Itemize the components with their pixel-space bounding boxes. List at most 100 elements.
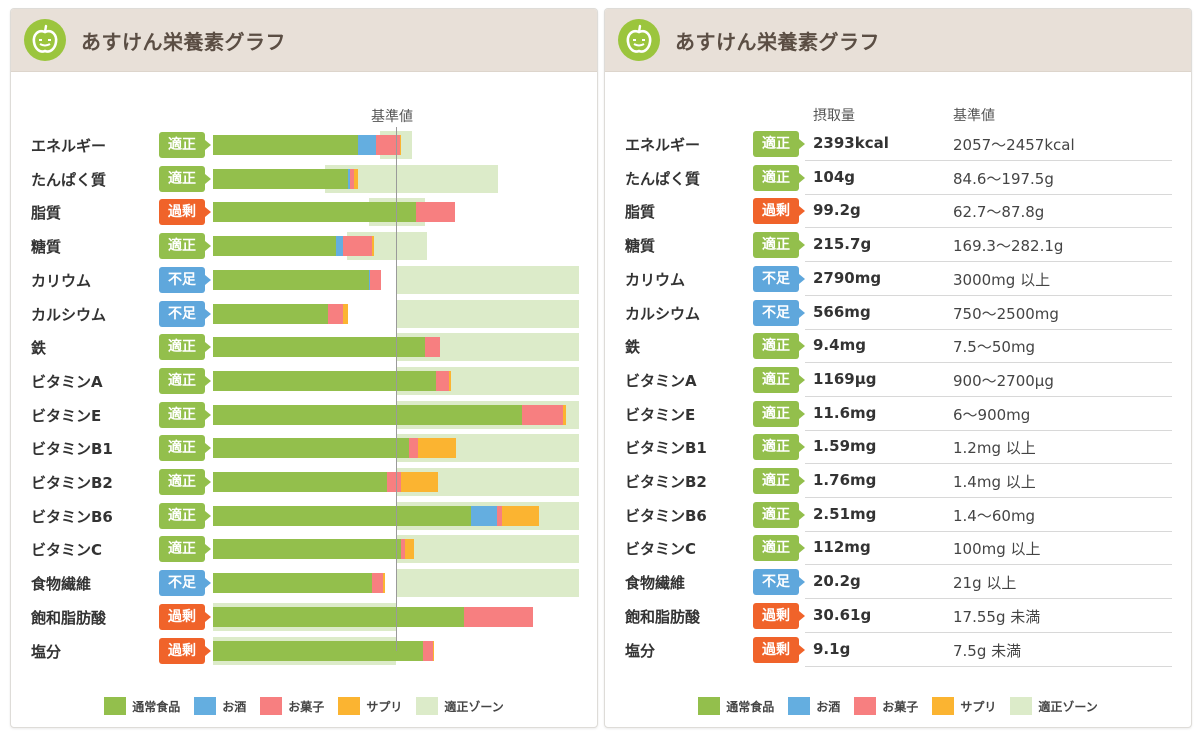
intake-value: 1.76mg (813, 471, 877, 489)
panel-header: あすけん栄養素グラフ (605, 9, 1191, 72)
column-header-intake: 摂取量 (813, 108, 855, 124)
bar-segment-normal (213, 370, 437, 391)
bar-segment-snack (425, 337, 440, 358)
intake-value: 9.1g (813, 639, 851, 658)
bar-segment-normal (213, 303, 329, 324)
bar-segment-snack (372, 573, 384, 594)
status-badge: 過剰 (159, 199, 211, 226)
table-panel: あすけん栄養素グラフ 摂取量 基準値 エネルギー 適正 2393kcal 2057〜2… (604, 8, 1192, 728)
column-header-reference: 基準値 (953, 108, 995, 124)
nutrient-label: ビタミンB6 (625, 506, 707, 525)
apple-logo-icon (618, 19, 660, 61)
zone-band (396, 299, 579, 328)
nutrient-label: カルシウム (625, 304, 701, 323)
status-badge: 適正 (159, 367, 211, 394)
zone-band (396, 535, 579, 564)
status-badge: 適正 (753, 468, 805, 494)
nutrient-label: 脂質 (625, 203, 656, 222)
legend-item-normal: 通常食品 (698, 697, 774, 715)
nutrient-label: ビタミンB1 (31, 440, 113, 459)
legend-swatch (1010, 697, 1033, 715)
nutrient-label: ビタミンA (31, 372, 103, 391)
bar-segment-alcohol (357, 135, 376, 155)
nutrient-label: 糖質 (31, 238, 62, 257)
bar-segment-supplement (432, 640, 435, 661)
row-divider (805, 362, 1172, 364)
row-divider (805, 160, 1172, 161)
status-badge: 適正 (753, 366, 805, 393)
nutrient-label: 食物繊維 (31, 575, 92, 594)
legend-swatch (698, 697, 721, 715)
row-divider (805, 463, 1172, 465)
row-divider (805, 598, 1172, 600)
reference-value: 100mg 以上 (953, 540, 1041, 559)
status-badge: 適正 (159, 435, 211, 462)
nutrient-label: エネルギー (31, 137, 107, 155)
bar-segment-snack (370, 269, 382, 290)
status-badge: 不足 (753, 265, 805, 292)
legend-item-normal: 通常食品 (104, 697, 180, 715)
bar-segment-normal (213, 640, 424, 661)
nutrient-label: ビタミンB2 (625, 473, 707, 491)
status-badge: 適正 (753, 535, 805, 562)
row-divider (805, 261, 1172, 263)
nutrient-label: ビタミンE (625, 405, 696, 424)
intake-value: 112mg (813, 538, 871, 557)
bar-segment-snack (522, 404, 563, 425)
nutrient-label: カリウム (31, 271, 92, 290)
status-badge: 適正 (753, 333, 805, 360)
status-badge: 適正 (159, 233, 211, 260)
panel-title: あすけん栄養素グラフ (81, 29, 286, 54)
bar-segment-normal (213, 606, 464, 627)
nutrient-label: 鉄 (31, 339, 47, 358)
status-badge: 過剰 (753, 636, 805, 663)
chart-panel: あすけん栄養素グラフ 基準値 エネルギー 適正 たんぱく質 適正 脂質 過剰 糖質 適正 カリウ… (10, 8, 598, 728)
panel-title: あすけん栄養素グラフ (675, 29, 880, 54)
status-badge: 不足 (159, 266, 211, 293)
nutrient-label: 鉄 (625, 338, 641, 357)
status-badge: 適正 (159, 401, 211, 428)
status-badge: 不足 (753, 299, 805, 326)
bar-segment-snack (496, 505, 503, 526)
nutrient-label: ビタミンC (625, 540, 697, 559)
nutrient-label: カルシウム (31, 305, 107, 324)
zone-band (396, 569, 579, 598)
row-divider (805, 395, 1172, 397)
status-badge: 適正 (753, 400, 805, 427)
bar-segment-snack (416, 202, 455, 223)
row-divider (805, 429, 1172, 431)
status-badge: 適正 (159, 165, 211, 192)
intake-value: 99.2g (813, 201, 861, 220)
legend-swatch (260, 697, 283, 715)
bar-segment-normal (213, 404, 523, 425)
status-badge: 不足 (753, 569, 805, 596)
legend-item-snack: お菓子 (854, 697, 918, 715)
bar-segment-snack (375, 135, 400, 155)
reference-value: 169.3〜282.1g (953, 237, 1064, 256)
row-divider (805, 328, 1172, 330)
nutrient-label: ビタミンB2 (31, 474, 113, 492)
status-badge: 不足 (159, 570, 211, 597)
nutrient-label: 食物繊維 (625, 574, 686, 593)
legend-item-supplement: サプリ (932, 697, 996, 715)
intake-value: 2.51mg (813, 504, 877, 523)
status-badge: 適正 (753, 131, 805, 157)
bar-segment-normal (213, 236, 336, 257)
status-badge: 適正 (159, 536, 211, 563)
bar-segment-supplement (417, 438, 457, 459)
row-divider (805, 294, 1172, 296)
bar-segment-supplement (342, 303, 349, 324)
bar-segment-snack (386, 472, 402, 492)
legend-item-zone: 適正ゾーン (1010, 697, 1098, 715)
bar-segment-normal (213, 539, 402, 560)
bar-segment-alcohol (335, 236, 343, 257)
reference-value: 7.5g 未満 (953, 641, 1022, 660)
legend-item-alcohol: お酒 (194, 697, 246, 715)
status-badge: 適正 (753, 501, 805, 528)
apple-logo-icon (24, 19, 66, 61)
status-badge: 過剰 (159, 637, 211, 664)
reference-value: 900〜2700µg (953, 371, 1054, 390)
nutrient-label: ビタミンA (625, 371, 697, 390)
nutrient-label: たんぱく質 (31, 170, 107, 189)
row-divider (805, 564, 1172, 566)
